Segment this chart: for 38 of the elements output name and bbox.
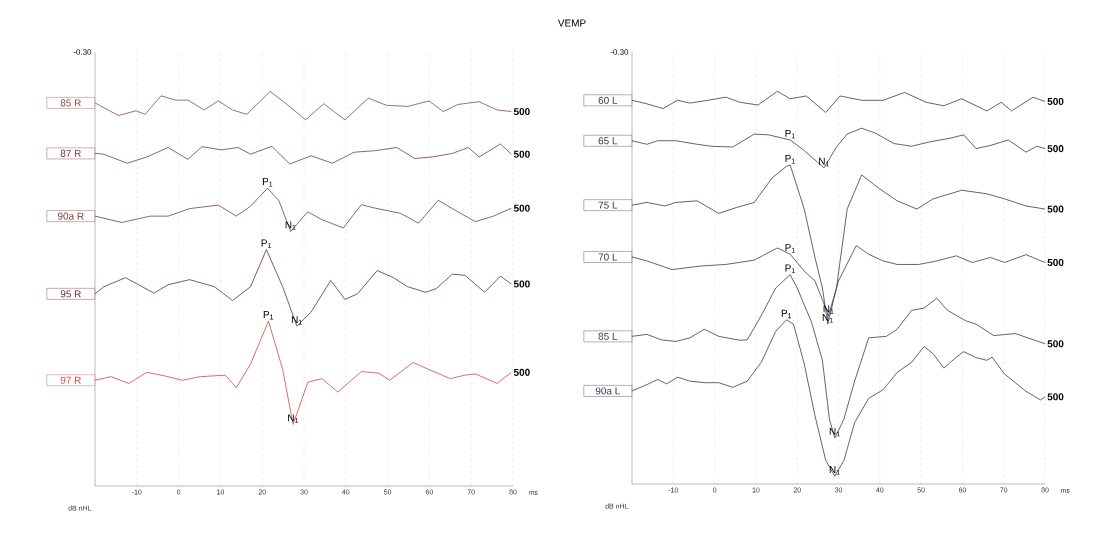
series-label: 97 R xyxy=(60,376,81,384)
annotation: P$_{1}$ xyxy=(785,264,795,273)
annotation: 500 xyxy=(513,150,530,158)
annotation: N$_{1}$ xyxy=(819,157,829,167)
annotation: P$_{1}$ xyxy=(263,311,274,320)
annotation: P$_{1}$ xyxy=(785,129,795,139)
annotation: 500 xyxy=(1047,97,1064,105)
series-label: 60 L xyxy=(598,96,618,104)
annotation: 500 xyxy=(1047,205,1064,213)
annotation: N$_{1}$ xyxy=(291,316,302,325)
annotation: N$_{1}$ xyxy=(829,466,840,475)
series-label: 87 R xyxy=(60,149,81,157)
annotation: 500 xyxy=(513,204,530,212)
series-label: 90a R xyxy=(57,212,84,220)
annotation: 500 xyxy=(513,368,530,376)
annotation: P$_{1}$ xyxy=(261,239,272,248)
annotation: P$_{1}$ xyxy=(781,309,792,319)
annotation: 500 xyxy=(1047,258,1064,267)
annotation: N$_{1}$ xyxy=(829,428,840,437)
series-label: 85 R xyxy=(60,99,81,107)
annotation: P$_{1}$ xyxy=(262,178,273,187)
annotation: 500 xyxy=(1047,340,1064,348)
annotation: P$_{1}$ xyxy=(785,155,795,164)
annotation: 500 xyxy=(513,280,530,288)
annotation: N$_{1}$ xyxy=(288,414,299,423)
annotation: 500 xyxy=(1047,145,1064,153)
series-label: 95 R xyxy=(60,290,81,298)
chart-title: VEMP xyxy=(557,19,586,27)
series-label: 85 L xyxy=(598,332,618,340)
annotation: N$_{1}$ xyxy=(822,314,833,323)
annotation: 500 xyxy=(513,108,530,116)
annotation: P$_{1}$ xyxy=(785,244,795,253)
series-label: 90a L xyxy=(595,387,620,395)
annotation: N$_{1}$ xyxy=(285,221,296,230)
series-label: 75 L xyxy=(598,201,618,209)
series-label: 70 L xyxy=(598,253,618,261)
annotation: 500 xyxy=(1047,393,1064,401)
series-label: 65 L xyxy=(598,137,618,145)
